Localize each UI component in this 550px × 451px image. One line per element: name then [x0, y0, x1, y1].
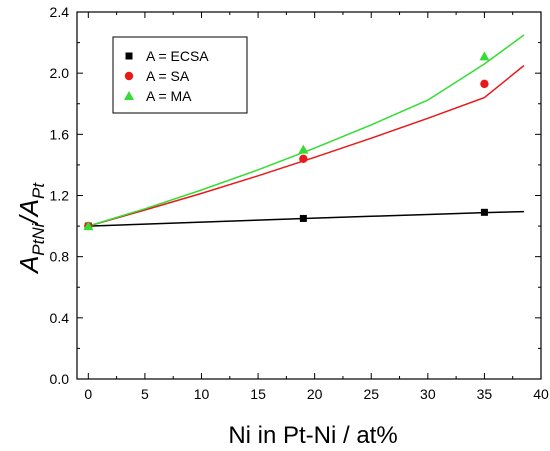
- x-tick-label: 15: [250, 386, 266, 402]
- y-tick-label: 2.4: [50, 4, 70, 20]
- x-tick-label: 35: [477, 386, 493, 402]
- legend-marker-square: [125, 52, 133, 60]
- legend-marker-triangle: [124, 91, 134, 100]
- legend: A = ECSA A = SA A = MA: [112, 36, 248, 114]
- fit-lines: [88, 34, 525, 227]
- y-tick-label: 0.4: [50, 310, 70, 326]
- x-tick-label: 40: [533, 386, 549, 402]
- data-markers: [83, 51, 490, 231]
- data-point-triangle: [298, 144, 309, 154]
- y-axis-title: APtNi/APt: [14, 182, 48, 275]
- fit-line-square: [88, 210, 525, 227]
- data-point-square: [480, 208, 488, 216]
- tick-labels: 0 5 10 15 20 25 30 35 40 0.0 0.4 0.8 1.2 1.6 2.0 2.4: [50, 4, 549, 402]
- y-tick-label: 1.6: [50, 126, 70, 142]
- data-point-square: [299, 214, 307, 222]
- x-tick-label: 0: [84, 386, 92, 402]
- x-tick-label: 5: [141, 386, 149, 402]
- data-point-circle: [480, 79, 489, 89]
- x-tick-label: 25: [363, 386, 379, 402]
- data-point-triangle: [479, 51, 490, 61]
- fit-line-triangle: [88, 34, 525, 227]
- x-axis-title: Ni in Pt-Ni / at%: [228, 422, 397, 449]
- y-tick-label: 1.2: [50, 188, 70, 204]
- legend-box: [112, 36, 248, 114]
- x-tick-label: 20: [307, 386, 323, 402]
- legend-label: A = ECSA: [146, 48, 209, 64]
- fit-line-circle: [88, 64, 525, 227]
- legend-label: A = MA: [146, 88, 192, 104]
- y-tick-label: 2.0: [50, 65, 70, 81]
- data-point-circle: [299, 154, 308, 163]
- legend-marker-circle: [124, 71, 134, 81]
- data-point-triangle: [83, 221, 94, 231]
- legend-label: A = SA: [146, 68, 190, 84]
- x-tick-label: 10: [194, 386, 210, 402]
- y-tick-label: 0.0: [50, 371, 70, 387]
- axis-ticks: [77, 11, 542, 380]
- y-tick-label: 0.8: [50, 249, 70, 265]
- x-tick-label: 30: [420, 386, 436, 402]
